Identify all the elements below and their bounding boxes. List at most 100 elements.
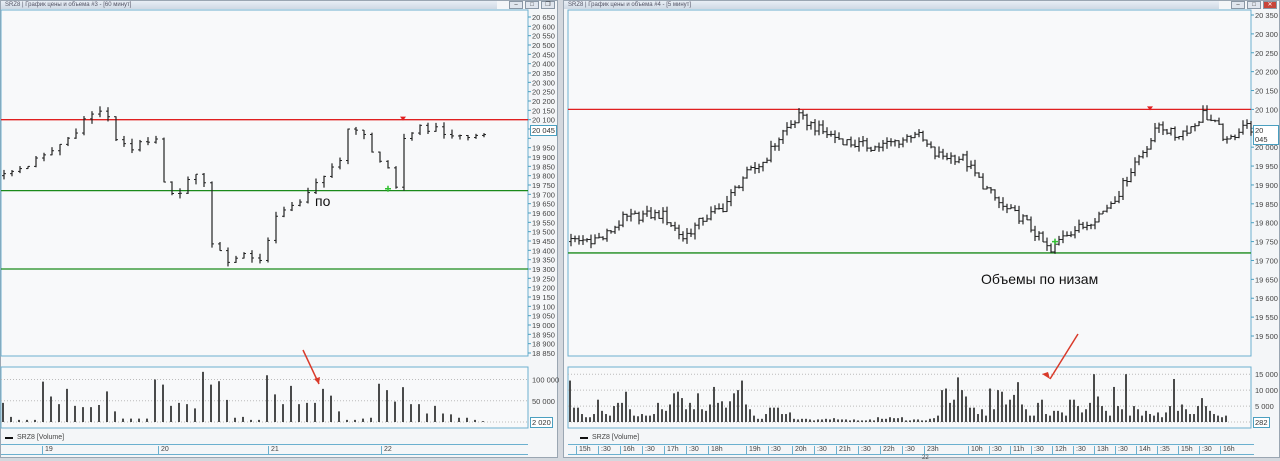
legend-label: SRZ8 [Volume] [592,434,640,441]
legend-swatch [580,436,588,439]
axis-tick-label: 19 750 [1255,238,1278,247]
time-axis-label: :30 [989,446,1002,454]
time-axis-label: 13h [1094,446,1109,454]
axis-tick-label: 19 700 [1255,256,1278,265]
time-axis-label: 12h [1052,446,1067,454]
axis-tick-label: 19 850 [1255,200,1278,209]
chart-window-60min: SRZ8 | График цены и объема #3 - [60 мин… [0,0,559,459]
axis-tick-label: 19 650 [532,200,555,209]
axis-tick-label: 19 500 [532,228,555,237]
axis-tick-label: 20 600 [532,22,555,31]
axis-tick-label: 19 500 [1255,332,1278,341]
axis-tick-label: 20 150 [1255,87,1278,96]
arrow-icon [1049,333,1079,380]
axis-tick-label: 19 400 [532,246,555,255]
axis-tick-label: 20 100 [532,116,555,125]
axis-tick-label: 20 200 [532,97,555,106]
time-axis-label: 14h [1136,446,1151,454]
axis-tick-label: 20 300 [1255,30,1278,39]
time-axis-label: 16h [1220,446,1235,454]
time-axis-label: 15h [576,446,591,454]
axis-tick-label: 19 550 [532,218,555,227]
axis-tick-label: 19 950 [1255,162,1278,171]
axis-tick-label: 19 350 [532,256,555,265]
time-axis-label: 23h [924,446,939,454]
time-axis-label: 22 [381,446,392,454]
axis-tick-label: 19 800 [532,172,555,181]
axis-tick-label: 19 600 [1255,294,1278,303]
axis-tick-label: 19 150 [532,293,555,302]
time-axis-label: :30 [642,446,655,454]
axis-tick-label: 19 900 [532,153,555,162]
axis-tick-label: 19 750 [532,181,555,190]
axis-tick-label: 20 550 [532,32,555,41]
current-price-label: 20 045 [1253,125,1279,146]
axis-tick-label: 19 050 [532,312,555,321]
axis-tick-label: 20 400 [532,60,555,69]
minimize-button[interactable]: – [1231,1,1245,9]
volume-axis-label: 5 000 [1255,402,1274,411]
axis-tick-label: 20 100 [1255,105,1278,114]
time-axis[interactable]: 15h:30 16h:30 17h:30 18h 19h:30 20h:30 21h:30 2… [568,444,1254,455]
minimize-button[interactable]: – [509,1,523,9]
axis-tick-label: 19 850 [532,162,555,171]
price-volume-chart[interactable]: 19 500 19 550 19 600 19 650 19 700 19 750 19 8… [564,1,1280,459]
time-axis-label: 20 [158,446,169,454]
time-axis-label: 21 [268,446,279,454]
chart-window-5min: SRZ8 | График цены и объема #4 - [5 мину… [563,0,1280,461]
legend-label: SRZ8 [Volume] [17,434,65,441]
axis-tick-label: 20 250 [532,88,555,97]
axis-tick-label: 20 650 [532,13,555,22]
volume-axis-label: 50 000 [532,397,555,406]
close-button[interactable]: ✕ [1263,1,1277,9]
date-label: 22 [922,455,929,461]
window-title: SRZ8 | График цены и объема #3 - [60 мин… [1,1,497,9]
time-axis-label: :30 [1199,446,1212,454]
volume-pane [0,366,529,429]
restore-button[interactable]: ❐ [541,1,555,9]
axis-tick-label: 19 550 [1255,313,1278,322]
axis-tick-label: 19 900 [1255,181,1278,190]
annotation-text: по [315,193,331,209]
axis-tick-label: 19 800 [1255,219,1278,228]
time-axis-label: 19 [42,446,53,454]
axis-tick-label: 18 850 [532,349,555,358]
axis-tick-label: 20 350 [532,69,555,78]
maximize-button[interactable]: □ [525,1,539,9]
time-axis-label: 17h [664,446,679,454]
axis-tick-label: 20 450 [532,50,555,59]
time-axis-label: :30 [1115,446,1128,454]
time-axis-label: :30 [1031,446,1044,454]
sell-signal-icon [400,116,406,121]
axis-tick-label: 19 950 [532,144,555,153]
axis-tick-label: 18 950 [532,330,555,339]
current-volume-label: 2 020 [530,417,553,428]
axis-tick-label: 20 300 [532,78,555,87]
buy-signal-icon [385,185,391,192]
window-title: SRZ8 | График цены и объема #4 - [5 мину… [564,1,1219,9]
time-axis-label: :30 [768,446,781,454]
time-axis[interactable]: 19 20 21 22 [1,444,528,455]
time-axis-label: 21h [836,446,851,454]
price-pane [567,9,1252,357]
axis-tick-label: 19 200 [532,284,555,293]
volume-axis-label: 10 000 [1255,386,1278,395]
axis-tick-label: 18 900 [532,340,555,349]
legend-swatch [5,436,13,439]
annotation-text: Объемы по низам [981,271,1099,287]
axis-tick-label: 19 300 [532,265,555,274]
current-price-label: 20 045 [530,124,557,136]
time-axis-label: 16h [620,446,635,454]
axis-tick-label: 20 500 [532,41,555,50]
current-volume-label: 282 [1253,417,1270,428]
axis-tick-label: 19 700 [532,190,555,199]
maximize-button[interactable]: □ [1247,1,1261,9]
time-axis-label: :30 [598,446,611,454]
volume-legend: SRZ8 [Volume] [5,434,64,441]
buy-signal-icon [1052,238,1058,245]
time-axis-label: :30 [902,446,915,454]
arrow-head-icon [314,377,320,384]
axis-tick-label: 19 100 [532,302,555,311]
arrow-head-icon [1042,372,1050,379]
